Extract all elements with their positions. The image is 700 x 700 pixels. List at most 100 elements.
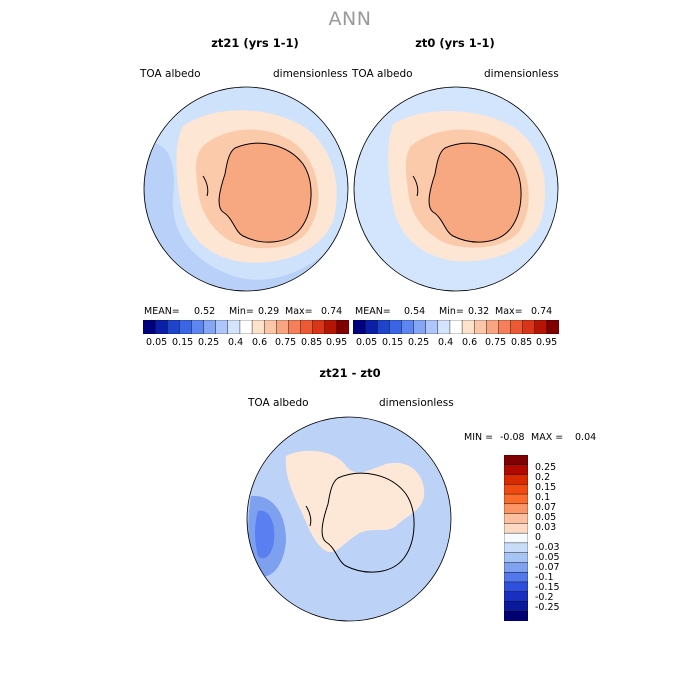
colorbar-swatch <box>510 320 524 334</box>
colorbar-swatch <box>300 320 314 334</box>
diff-colorbar-swatch <box>504 562 528 573</box>
panel1-cbar-tick-7: 0.85 <box>301 337 323 348</box>
diff-cbar-tick-14: -0.2 <box>535 592 554 603</box>
panel1-min-label: Min= <box>229 306 254 317</box>
diff-cbar-tick-2: 0.2 <box>535 472 551 483</box>
diff-cbar-tick-6: 0.05 <box>535 512 557 523</box>
panel1-variable: TOA albedo <box>140 68 201 80</box>
colorbar-swatch <box>227 320 241 334</box>
diff-colorbar-swatch <box>504 591 528 602</box>
panel1-max: 0.74 <box>321 306 343 317</box>
panel2-variable: TOA albedo <box>352 68 413 80</box>
panel1-max-label: Max= <box>285 306 313 317</box>
panel1-colorbar <box>143 320 349 334</box>
diff-title: zt21 - zt0 <box>319 366 381 380</box>
diff-cbar-tick-1: 0.25 <box>535 462 557 473</box>
colorbar-swatch <box>143 320 156 334</box>
colorbar-swatch <box>498 320 512 334</box>
positive-anomaly-shape <box>285 450 425 553</box>
diff-colorbar-swatch <box>504 542 528 554</box>
colorbar-swatch <box>215 320 229 334</box>
panel1-cbar-tick-6: 0.75 <box>275 337 297 348</box>
diff-colorbar <box>504 455 528 621</box>
diff-map-border <box>246 416 452 622</box>
colorbar-swatch <box>437 320 451 334</box>
diff-cbar-tick-9: -0.03 <box>535 542 560 553</box>
diff-colorbar-swatch <box>504 601 528 612</box>
diff-cbar-tick-7: 0.03 <box>535 522 557 533</box>
strong-negative-anomaly-shape <box>255 510 275 559</box>
panel1-units: dimensionless <box>273 68 348 80</box>
panel2-mean: 0.54 <box>404 306 426 317</box>
colorbar-swatch <box>179 320 192 334</box>
diff-colorbar-swatch <box>504 484 528 495</box>
colorbar-swatch <box>276 320 289 334</box>
panel1-min: 0.29 <box>258 306 280 317</box>
diff-cbar-tick-13: -0.15 <box>535 582 560 593</box>
panel2-min-label: Min= <box>439 306 464 317</box>
panel2-min: 0.32 <box>468 306 490 317</box>
peninsula-line <box>305 505 312 527</box>
colorbar-swatch <box>546 320 559 334</box>
panel2-cbar-tick-5: 0.6 <box>462 337 478 348</box>
antarctica-coastline <box>428 142 522 243</box>
diff-cbar-tick-4: 0.1 <box>535 492 551 503</box>
diff-colorbar-swatch <box>504 474 528 485</box>
diff-map <box>246 416 452 622</box>
diff-colorbar-swatch <box>504 581 528 593</box>
diff-colorbar-swatch <box>504 464 528 476</box>
panel1-map-border <box>143 86 349 292</box>
colorbar-swatch <box>353 320 366 334</box>
diff-min: -0.08 <box>500 432 525 443</box>
colorbar-swatch <box>154 320 168 334</box>
panel1-mean: 0.52 <box>194 306 216 317</box>
colorbar-swatch <box>167 320 180 334</box>
panel1-cbar-tick-4: 0.4 <box>228 337 244 348</box>
colorbar-swatch <box>288 320 302 334</box>
colorbar-swatch <box>401 320 415 334</box>
colorbar-swatch <box>461 320 475 334</box>
colorbar-swatch <box>486 320 499 334</box>
panel2-cbar-tick-3: 0.25 <box>408 337 430 348</box>
panel1-cbar-tick-8: 0.95 <box>326 337 348 348</box>
panel1-map <box>143 86 349 292</box>
panel1-cbar-tick-2: 0.15 <box>172 337 194 348</box>
panel2-max: 0.74 <box>531 306 553 317</box>
panel1-cbar-tick-3: 0.25 <box>198 337 220 348</box>
peninsula-line <box>202 175 209 197</box>
diff-colorbar-swatch <box>504 523 528 534</box>
diff-cbar-tick-5: 0.07 <box>535 502 557 513</box>
colorbar-swatch <box>522 320 536 334</box>
peninsula-line <box>412 175 419 197</box>
colorbar-swatch <box>377 320 390 334</box>
panel2-cbar-tick-6: 0.75 <box>485 337 507 348</box>
antarctica-shape <box>429 143 522 243</box>
antarctica-shape <box>219 143 312 243</box>
diff-colorbar-swatch <box>504 571 528 583</box>
colorbar-swatch <box>324 320 338 334</box>
diff-variable: TOA albedo <box>248 397 309 409</box>
diff-cbar-tick-11: -0.07 <box>535 562 560 573</box>
colorbar-swatch <box>336 320 349 334</box>
colorbar-swatch <box>203 320 217 334</box>
panel1-cbar-tick-5: 0.6 <box>252 337 268 348</box>
panel2-cbar-tick-8: 0.95 <box>536 337 558 348</box>
colorbar-swatch <box>449 320 463 334</box>
colorbar-swatch <box>251 320 265 334</box>
panel1-mean-label: MEAN= <box>144 306 180 317</box>
panel2-map-border <box>353 86 559 292</box>
diff-cbar-tick-3: 0.15 <box>535 482 557 493</box>
antarctica-coastline <box>218 142 312 243</box>
colorbar-swatch <box>239 320 253 334</box>
diff-max: 0.04 <box>575 432 597 443</box>
diff-colorbar-swatch <box>504 513 528 524</box>
colorbar-swatch <box>312 320 326 334</box>
diff-cbar-tick-10: -0.05 <box>535 552 560 563</box>
diff-colorbar-swatch <box>504 455 528 466</box>
colorbar-swatch <box>473 320 487 334</box>
diff-min-label: MIN = <box>464 432 494 443</box>
diff-cbar-tick-12: -0.1 <box>535 572 554 583</box>
panel2-max-label: Max= <box>495 306 523 317</box>
diff-colorbar-swatch <box>504 503 528 515</box>
diff-max-label: MAX = <box>531 432 564 443</box>
